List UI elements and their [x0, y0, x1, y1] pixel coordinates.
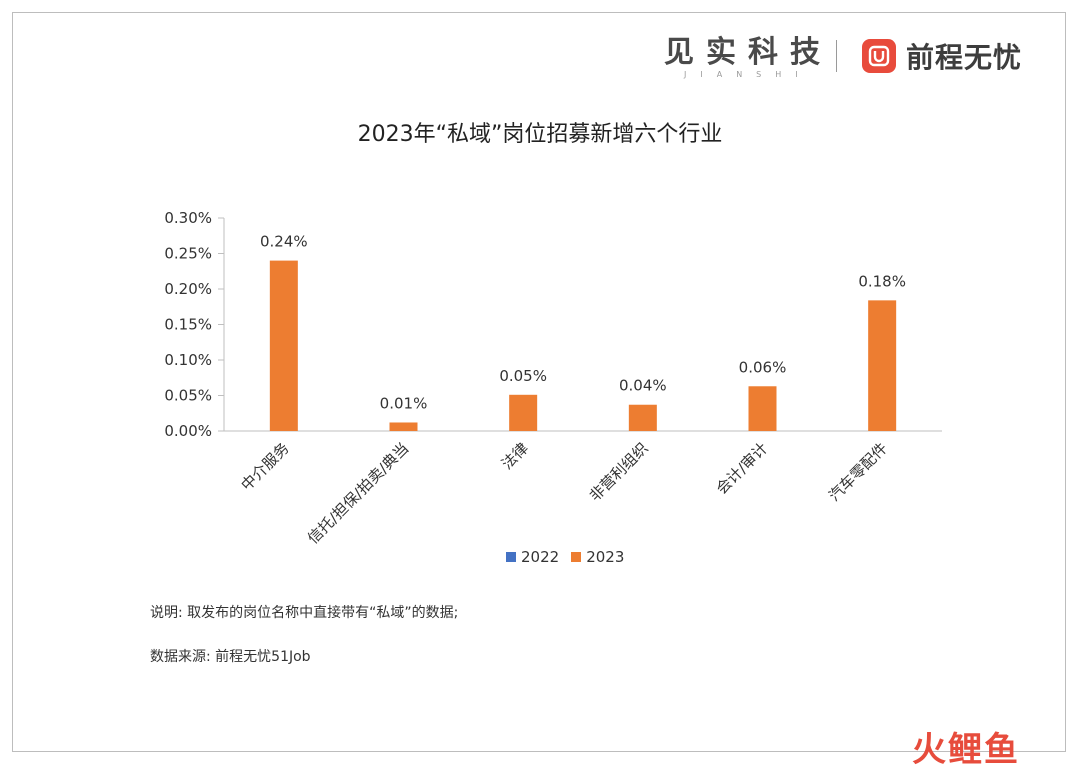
legend-label-2023: 2023: [586, 548, 625, 566]
job51-logo: 前程无忧: [862, 38, 1022, 74]
jianshi-logo-text: 见实科技: [664, 35, 832, 70]
legend-swatch-2023: [571, 552, 582, 562]
data-label: 0.06%: [739, 358, 787, 376]
y-tick-label: 0.15%: [164, 316, 212, 334]
data-label: 0.01%: [380, 394, 428, 412]
chart-note-description: 说明: 取发布的岗位名称中直接带有“私域”的数据;: [150, 605, 459, 621]
y-tick-label: 0.25%: [164, 245, 212, 263]
y-tick-label: 0.30%: [164, 209, 212, 227]
x-category-label: 中介服务: [237, 439, 292, 494]
chart-title: 2023年“私域”岗位招募新增六个行业: [357, 122, 723, 147]
watermark-char-1: 火: [912, 730, 948, 770]
data-label: 0.04%: [619, 377, 667, 395]
x-category-label: 会计/审计: [713, 439, 772, 498]
bar-2023: [509, 394, 538, 431]
chart-legend: 2022 2023: [506, 548, 636, 566]
jianshi-logo: 见实科技 JIANSHI: [664, 36, 832, 86]
legend-item-2022: 2022: [506, 548, 559, 566]
data-label: 0.05%: [499, 367, 547, 385]
bar-2023: [868, 300, 897, 431]
y-tick-label: 0.10%: [164, 351, 212, 369]
bar-2023: [269, 260, 298, 431]
watermark: 火鲤鱼: [912, 722, 1020, 771]
watermark-char-3: 鱼: [984, 730, 1020, 770]
x-category-label: 信托/担保/拍卖/典当: [304, 439, 412, 547]
legend-label-2022: 2022: [521, 548, 560, 566]
watermark-char-2: 鲤: [948, 730, 984, 770]
x-category-label: 非营利组织: [586, 439, 652, 505]
x-category-label: 法律: [498, 439, 532, 473]
job51-logo-icon: [862, 39, 896, 73]
legend-item-2023: 2023: [571, 548, 624, 566]
bar-2023: [389, 422, 418, 431]
y-tick-label: 0.05%: [164, 387, 212, 405]
logo-divider: [836, 40, 837, 72]
legend-swatch-2022: [506, 552, 516, 562]
bar-2023: [628, 404, 657, 431]
bar-2023: [748, 386, 777, 431]
data-label: 0.24%: [260, 233, 308, 251]
job51-logo-text: 前程无忧: [906, 41, 1023, 74]
x-category-label: 汽车零配件: [825, 439, 891, 505]
chart-note-source: 数据来源: 前程无忧51Job: [150, 649, 311, 665]
data-label: 0.18%: [858, 272, 906, 290]
y-tick-label: 0.20%: [164, 280, 212, 298]
y-tick-label: 0.00%: [164, 422, 212, 440]
jianshi-logo-subtext: JIANSHI: [684, 70, 812, 79]
